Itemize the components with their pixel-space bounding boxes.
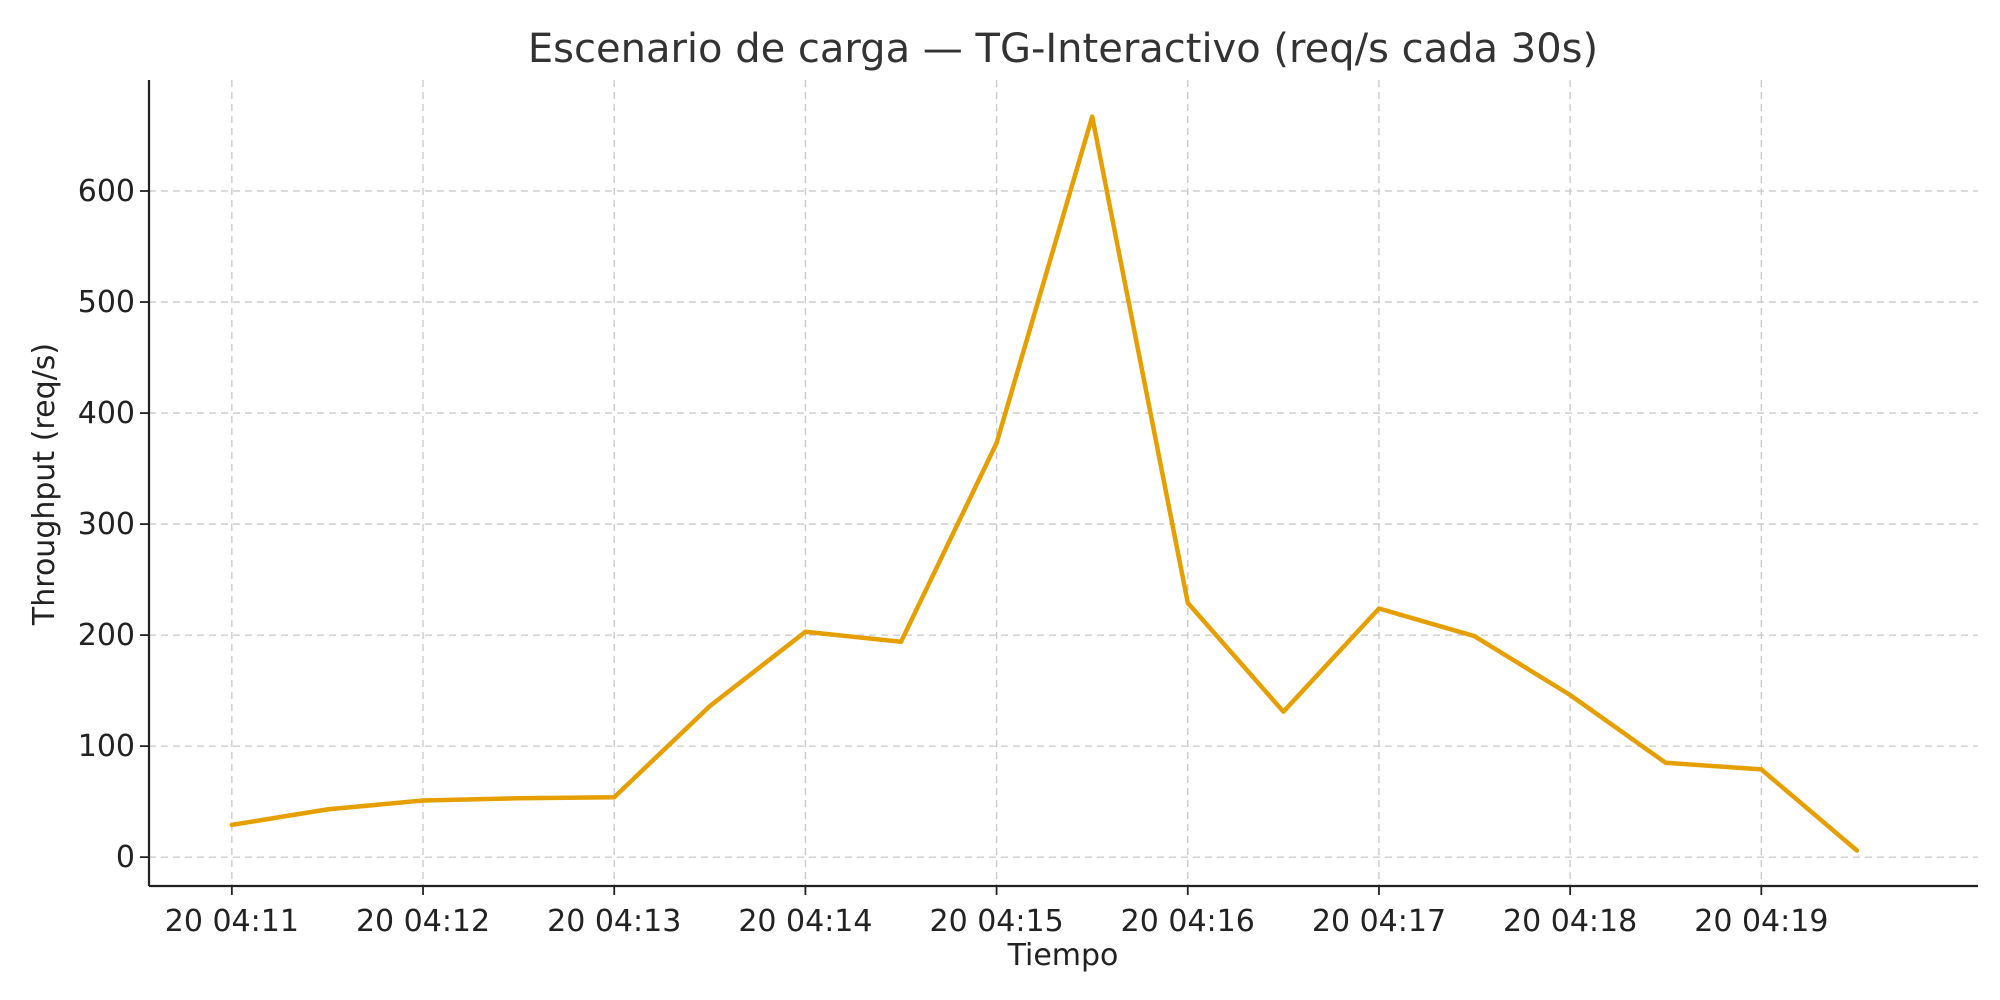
grid [149,80,1978,886]
y-tick-label: 200 [78,618,135,653]
y-axis-label: Throughput (req/s) [27,343,62,626]
ticks: 0 100 200 300 400 500 600 20 04:11 20 04:12 20 04… [78,174,1829,939]
y-tick-label: 100 [78,729,135,764]
x-tick-label: 20 04:14 [738,904,872,939]
series-line [229,114,1860,853]
x-tick-label: 20 04:16 [1121,904,1255,939]
series-layer [229,114,1860,853]
y-tick-label: 500 [78,285,135,320]
y-tick-label: 0 [116,840,135,875]
x-tick-label: 20 04:15 [929,904,1063,939]
axes [147,80,1978,888]
y-tick-label: 600 [78,174,135,209]
x-tick-label: 20 04:12 [356,904,490,939]
y-tick-label: 400 [78,396,135,431]
x-tick-label: 20 04:13 [547,904,681,939]
x-tick-label: 20 04:19 [1694,904,1828,939]
y-tick-label: 300 [78,507,135,542]
x-axis-label: Tiempo [1007,938,1119,973]
x-tick-label: 20 04:18 [1503,904,1637,939]
x-tick-label: 20 04:11 [165,904,299,939]
chart-title: Escenario de carga — TG-Interactivo (req… [528,26,1598,72]
x-tick-label: 20 04:17 [1312,904,1446,939]
